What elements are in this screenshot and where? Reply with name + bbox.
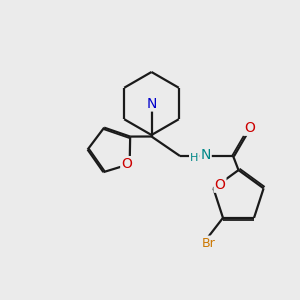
Text: N: N [146,97,157,110]
Text: O: O [121,157,132,171]
Text: Br: Br [202,237,215,250]
Text: O: O [244,121,255,135]
Text: H: H [190,153,198,164]
Text: O: O [214,178,225,192]
Text: N: N [200,148,211,161]
